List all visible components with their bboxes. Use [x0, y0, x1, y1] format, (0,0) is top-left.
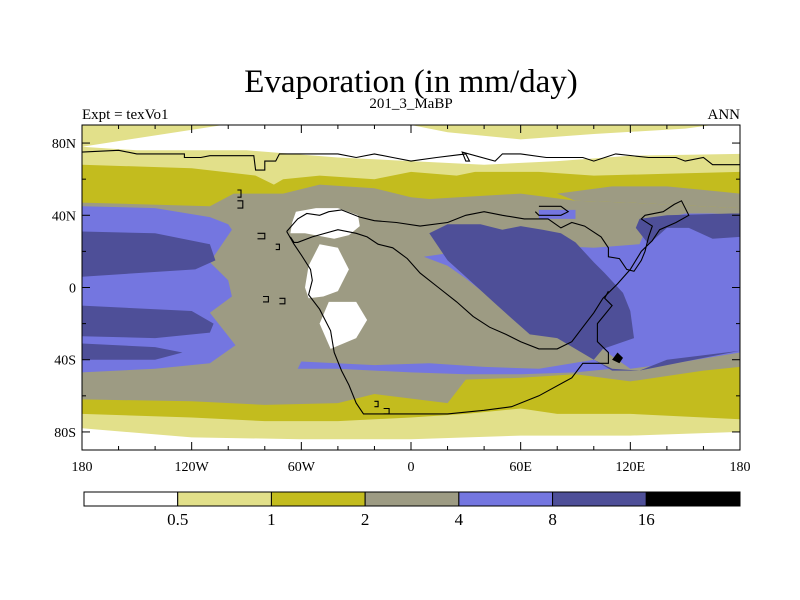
coastline — [383, 407, 390, 415]
field-region-level-6 — [612, 352, 623, 364]
x-tick-label: 180 — [72, 460, 93, 475]
x-tick-label: 60W — [288, 460, 316, 475]
colorbar-swatch — [552, 491, 647, 507]
chart-subtitle: 201_3_MaBP — [369, 96, 452, 112]
x-tick-label: 120W — [175, 460, 210, 475]
field-region-level-4 — [297, 359, 613, 375]
x-tick-label: 60E — [509, 460, 532, 475]
coastline — [374, 400, 379, 408]
colorbar-swatch — [270, 491, 366, 507]
colorbar-label: 16 — [638, 510, 655, 529]
field-region-level-0 — [82, 125, 740, 165]
field-region-level-0 — [305, 244, 349, 299]
coastline — [279, 297, 286, 305]
coastline — [82, 149, 740, 171]
y-axis: 80N 40N 0 40S 80S — [52, 137, 740, 441]
y-tick-label: 0 — [69, 282, 76, 297]
chart-right-label: ANN — [708, 107, 741, 123]
field-region-level-5 — [82, 343, 183, 360]
coastline — [257, 232, 266, 240]
x-tick-label: 0 — [408, 460, 415, 475]
field-region-level-4 — [538, 209, 576, 219]
y-tick-label: 40N — [52, 209, 76, 224]
colorbar-label: 8 — [548, 510, 557, 529]
field-region-level-5 — [429, 213, 740, 371]
evaporation-fields — [82, 125, 740, 450]
colorbar-swatch — [458, 491, 554, 507]
colorbar-label: 4 — [455, 510, 464, 529]
field-region-level-3 — [557, 186, 740, 209]
chart-title: Evaporation (in mm/day) — [244, 64, 578, 100]
y-tick-label: 80N — [52, 137, 76, 152]
field-region-level-0 — [82, 428, 740, 450]
x-axis: 180 120W 60W 0 60E 120E 180 — [72, 125, 751, 475]
chart-left-label: Expt = texVo1 — [82, 107, 169, 123]
coastlines — [82, 149, 740, 415]
colorbar: 0.5 1 2 4 8 16 — [83, 491, 741, 529]
x-tick-label: 180 — [730, 460, 751, 475]
coastline — [237, 189, 242, 198]
colorbar-label: 2 — [361, 510, 370, 529]
colorbar-swatch — [177, 491, 272, 507]
colorbar-swatch — [645, 491, 741, 507]
coastline — [263, 295, 269, 303]
coastline — [534, 205, 570, 216]
field-region-level-3 — [82, 184, 740, 405]
x-tick-label: 120E — [616, 460, 646, 475]
y-tick-label: 40S — [54, 354, 76, 369]
colorbar-swatch — [364, 491, 460, 507]
coastline — [286, 200, 690, 350]
field-region-level-5 — [82, 305, 214, 339]
coastline — [275, 243, 280, 251]
colorbar-label: 1 — [267, 510, 276, 529]
field-region-level-5 — [82, 231, 216, 277]
colorbar-label: 0.5 — [167, 510, 188, 529]
colorbar-swatch — [83, 491, 179, 507]
y-tick-label: 80S — [54, 426, 76, 441]
coastline — [237, 200, 244, 209]
coastline — [286, 231, 613, 415]
